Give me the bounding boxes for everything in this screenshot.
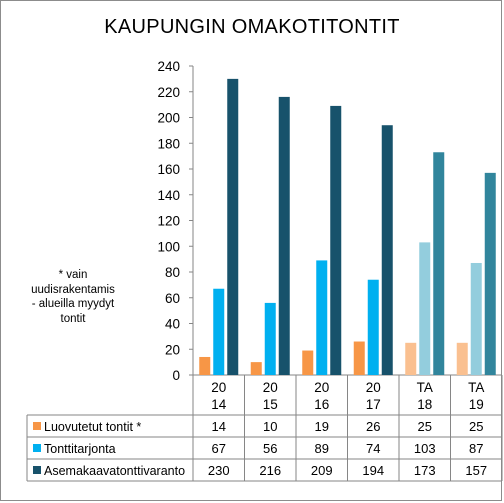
bar (250, 362, 262, 375)
x-tick-label: 19 (469, 397, 484, 412)
bar (470, 262, 482, 375)
bar (316, 260, 328, 375)
y-tick-label: 240 (157, 59, 180, 74)
data-label: 14 (212, 419, 226, 434)
bar (419, 242, 431, 375)
data-label: 87 (469, 441, 483, 456)
y-tick-label: 100 (157, 239, 180, 254)
y-tick-label: 140 (157, 188, 180, 203)
bar (278, 96, 290, 376)
y-tick-label: 60 (165, 291, 180, 306)
bar (330, 105, 342, 375)
data-label: 25 (418, 419, 432, 434)
bar (484, 172, 496, 375)
y-tick-label: 20 (165, 342, 180, 357)
y-tick-label: 40 (165, 317, 180, 332)
footnote-line: uudisrakentamis (31, 283, 115, 296)
legend-swatch (33, 444, 41, 452)
data-label: 216 (259, 463, 281, 478)
legend-swatch (33, 466, 41, 474)
bar (213, 288, 225, 375)
bar (381, 125, 393, 375)
footnote: * vain uudisrakentamis - alueilla myydyt… (20, 268, 126, 326)
bar (353, 341, 365, 375)
bar (302, 350, 314, 375)
x-tick-label: 20 (211, 380, 226, 395)
y-tick-label: 0 (172, 368, 180, 383)
x-tick-label: 15 (263, 397, 278, 412)
data-label: 26 (366, 419, 380, 434)
data-label: 25 (469, 419, 483, 434)
y-tick-label: 80 (165, 265, 180, 280)
legend-label: Tonttitarjonta (44, 442, 116, 456)
data-label: 194 (362, 463, 384, 478)
bar (199, 356, 211, 375)
chart-title: KAUPUNGIN OMAKOTITONTIT (104, 16, 400, 38)
x-tick-label: TA (468, 380, 484, 395)
data-label: 230 (208, 463, 230, 478)
bar (405, 342, 417, 375)
x-tick-label: 20 (366, 380, 381, 395)
x-tick-label: 14 (211, 397, 227, 412)
bar (433, 152, 445, 375)
data-label: 67 (212, 441, 226, 456)
x-tick-label: 18 (417, 397, 432, 412)
footnote-line: tontit (60, 312, 86, 325)
x-tick-label: 16 (314, 397, 329, 412)
data-label: 74 (366, 441, 380, 456)
legend-label: Luovutetut tontit * (44, 420, 141, 434)
y-tick-label: 200 (157, 111, 180, 126)
data-label: 10 (263, 419, 277, 434)
bar (456, 342, 468, 375)
data-label: 209 (311, 463, 333, 478)
footnote-line: - alueilla myydyt (31, 298, 115, 310)
legend-label: Asemakaavatonttivaranto (44, 464, 185, 478)
y-tick-label: 120 (157, 214, 180, 229)
bar (264, 302, 276, 375)
legend-swatch (33, 422, 41, 430)
bar (367, 279, 379, 375)
bar (227, 78, 239, 375)
footnote-line: * vain (58, 269, 88, 281)
y-tick-label: 220 (157, 85, 180, 100)
x-tick-label: 17 (366, 397, 381, 412)
data-label: 19 (315, 419, 329, 434)
data-label: 103 (414, 441, 436, 456)
data-label: 157 (465, 463, 487, 478)
data-label: 89 (315, 441, 329, 456)
data-label: 56 (263, 441, 277, 456)
x-tick-label: 20 (263, 380, 278, 395)
y-tick-label: 160 (157, 162, 180, 177)
data-label: 173 (414, 463, 436, 478)
x-tick-label: TA (417, 380, 433, 395)
x-tick-label: 20 (314, 380, 329, 395)
y-tick-label: 180 (157, 136, 180, 151)
